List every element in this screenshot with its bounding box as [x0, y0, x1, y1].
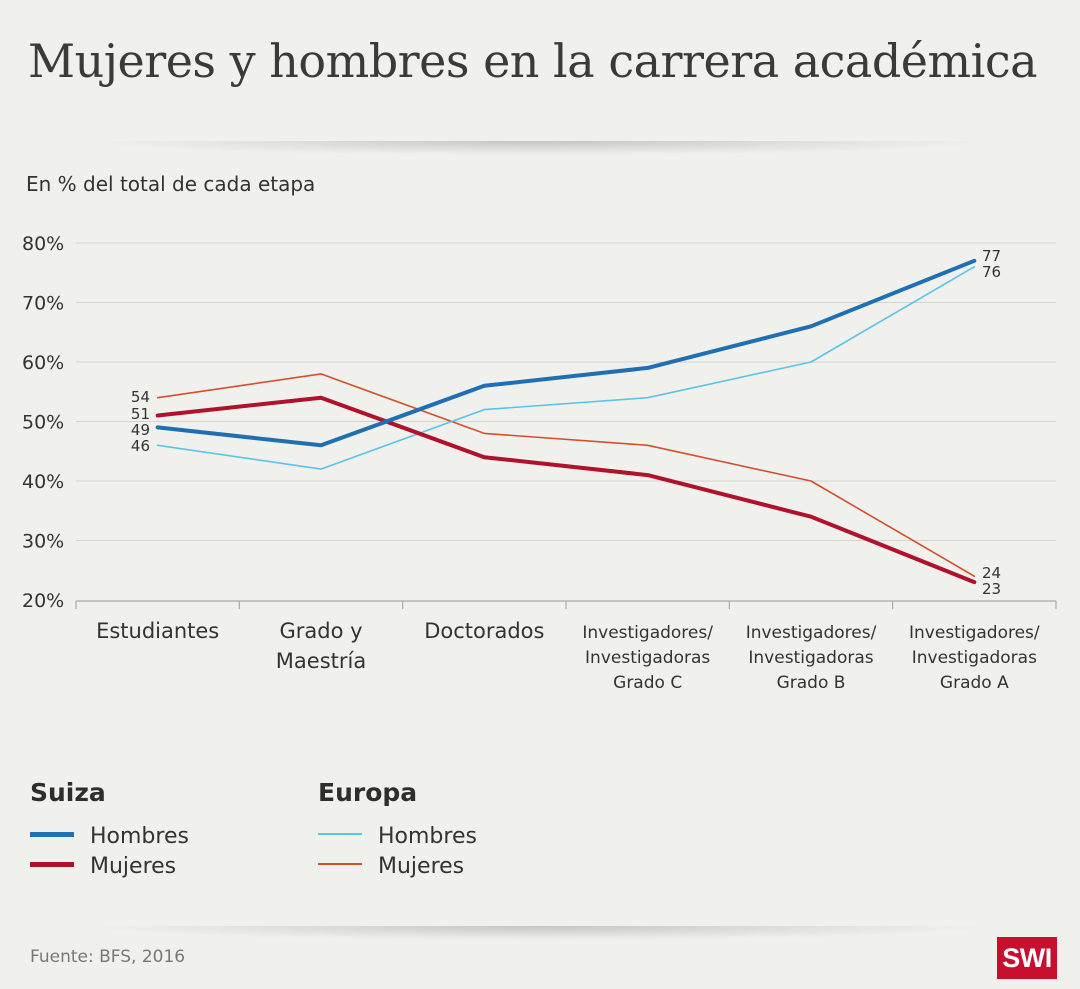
data-label-start: 54 — [131, 388, 150, 406]
series-line-suiza-hombres — [155, 258, 977, 448]
legend-item-europa-hombres: Hombres — [318, 824, 477, 849]
data-label-end: 24 — [982, 564, 1001, 582]
x-category-label: Investigadores/Investigadoras Grado B — [746, 623, 877, 693]
data-label-start: 51 — [131, 405, 150, 423]
series-line-europa-hombres — [156, 265, 976, 470]
y-tick-label: 70% — [22, 293, 64, 315]
series-line-europa-mujeres — [156, 373, 976, 578]
y-tick-label: 30% — [22, 531, 64, 553]
x-category-label: Doctorados — [424, 619, 544, 643]
title-divider — [90, 141, 990, 155]
legend-item-suiza-hombres: Hombres — [30, 824, 189, 849]
y-tick-label: 20% — [22, 590, 64, 612]
x-category-label: Investigadores/Investigadoras Grado C — [582, 623, 713, 693]
legend-heading-europa: Europa — [318, 778, 418, 807]
legend-label: Hombres — [90, 824, 189, 849]
data-label-start: 49 — [131, 421, 150, 439]
y-tick-label: 40% — [22, 471, 64, 493]
series-line-suiza-mujeres — [155, 395, 977, 585]
data-label-end: 76 — [982, 263, 1001, 281]
source-note: Fuente: BFS, 2016 — [30, 947, 186, 967]
legend-swatch-europa-hombres — [318, 833, 362, 835]
x-category-label: Estudiantes — [96, 619, 219, 643]
legend-label: Hombres — [378, 824, 477, 849]
swi-logo: SWI — [997, 937, 1057, 979]
legend-swatch-suiza-hombres — [30, 831, 74, 837]
legend-swatch-europa-mujeres — [318, 863, 362, 865]
legend-swatch-suiza-mujeres — [30, 861, 74, 867]
legend-label: Mujeres — [378, 854, 465, 879]
data-label-end: 77 — [982, 247, 1001, 265]
y-tick-label: 80% — [22, 233, 64, 255]
footer-divider — [90, 926, 990, 940]
x-category-label: Investigadores/Investigadoras Grado A — [909, 623, 1040, 693]
legend-item-suiza-mujeres: Mujeres — [30, 854, 176, 879]
chart-title: Mujeres y hombres en la carrera académic… — [28, 34, 1038, 88]
chart-subtitle: En % del total de cada etapa — [26, 172, 316, 196]
legend-heading-suiza: Suiza — [30, 778, 106, 807]
legend-label: Mujeres — [90, 854, 177, 879]
data-label-end: 23 — [982, 580, 1001, 598]
data-label-start: 46 — [131, 437, 150, 455]
y-tick-label: 50% — [22, 412, 64, 434]
y-tick-label: 60% — [22, 352, 64, 374]
legend-item-europa-mujeres: Mujeres — [318, 854, 464, 879]
x-category-label: Grado y Maestría — [276, 619, 366, 673]
